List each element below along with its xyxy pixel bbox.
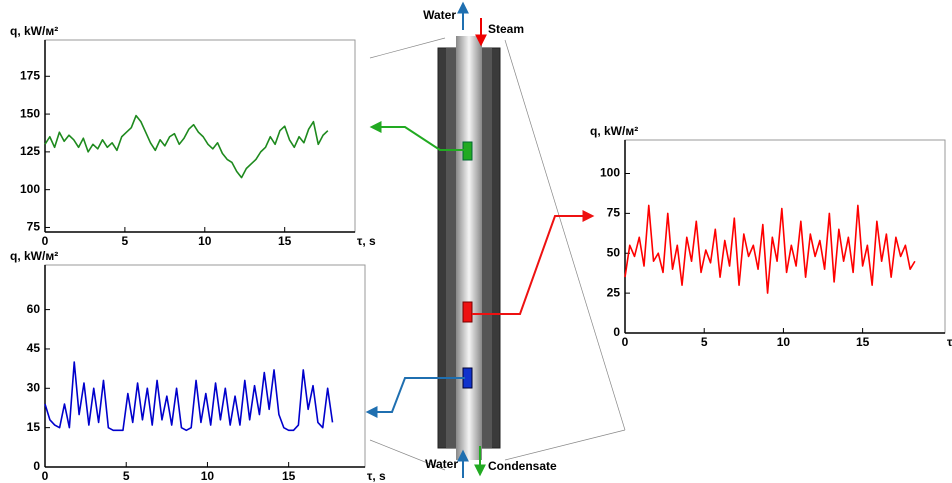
y-axis-label: q, kW/м² xyxy=(10,249,58,263)
x-tick-label: 15 xyxy=(282,469,296,483)
x-tick-label: 0 xyxy=(622,335,629,349)
y-tick-label: 0 xyxy=(33,459,40,473)
arrows xyxy=(365,1,595,478)
x-tick-label: 0 xyxy=(42,234,49,248)
perspective-lines xyxy=(369,37,626,471)
plot-frame xyxy=(44,264,366,468)
y-axis-label: q, kW/м² xyxy=(590,124,638,138)
y-tick-label: 30 xyxy=(27,380,41,394)
x-tick-label: 10 xyxy=(198,234,212,248)
x-axis-label: τ, s xyxy=(357,234,376,248)
label-water-top: Water xyxy=(423,8,456,22)
x-tick-label: 10 xyxy=(201,469,215,483)
plot-frame xyxy=(624,139,946,334)
y-tick-label: 25 xyxy=(607,285,621,299)
y-tick-label: 60 xyxy=(27,302,41,316)
data-line xyxy=(624,204,916,294)
data-line xyxy=(44,361,334,432)
x-tick-label: 15 xyxy=(278,234,292,248)
y-tick-label: 75 xyxy=(27,220,41,234)
y-tick-label: 75 xyxy=(607,206,621,220)
x-tick-label: 5 xyxy=(701,335,708,349)
y-tick-label: 125 xyxy=(20,144,40,158)
y-tick-label: 50 xyxy=(607,245,621,259)
x-axis-label: τ, s xyxy=(947,335,952,349)
y-tick-label: 175 xyxy=(20,68,40,82)
data-line xyxy=(44,114,329,179)
y-tick-label: 100 xyxy=(20,182,40,196)
plot-frame xyxy=(44,39,356,233)
y-axis-label: q, kW/м² xyxy=(10,24,58,38)
x-tick-label: 10 xyxy=(777,335,791,349)
x-tick-label: 15 xyxy=(856,335,870,349)
label-condensate: Condensate xyxy=(488,459,557,473)
y-tick-label: 45 xyxy=(27,341,41,355)
x-axis-label: τ, s xyxy=(367,469,386,483)
tube xyxy=(437,36,501,460)
x-tick-label: 5 xyxy=(122,234,129,248)
label-steam: Steam xyxy=(488,22,524,36)
y-tick-label: 100 xyxy=(600,166,620,180)
y-tick-label: 15 xyxy=(27,420,41,434)
y-tick-label: 0 xyxy=(613,325,620,339)
y-tick-label: 150 xyxy=(20,106,40,120)
x-tick-label: 0 xyxy=(42,469,49,483)
x-tick-label: 5 xyxy=(123,469,130,483)
label-water-bottom: Water xyxy=(425,457,458,471)
